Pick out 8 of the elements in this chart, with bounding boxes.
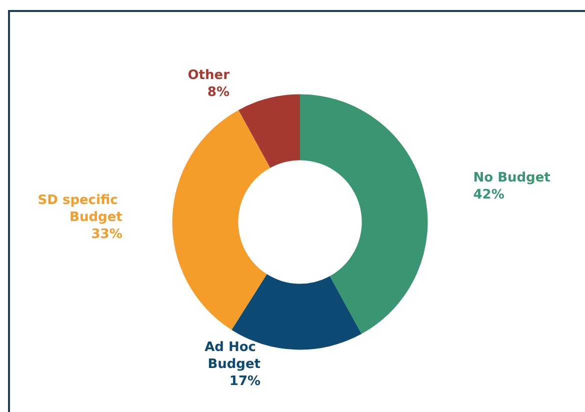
data-label: 33%: [91, 227, 122, 242]
slice-label: Other: [188, 68, 230, 83]
slice-label: SD specific Budget: [38, 193, 122, 226]
data-label: 42%: [473, 188, 504, 203]
data-label: 17%: [229, 374, 261, 390]
data-label: 8%: [207, 84, 230, 100]
slice-label: Ad Hoc Budget: [204, 340, 261, 372]
slice-label: No Budget: [473, 170, 550, 186]
